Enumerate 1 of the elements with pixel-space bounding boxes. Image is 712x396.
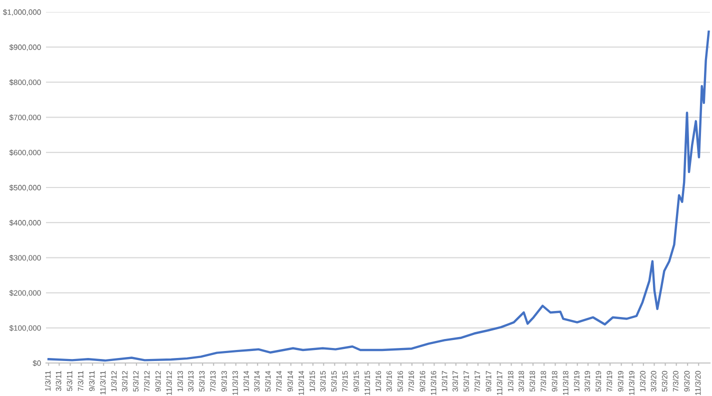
line-series <box>47 30 710 362</box>
